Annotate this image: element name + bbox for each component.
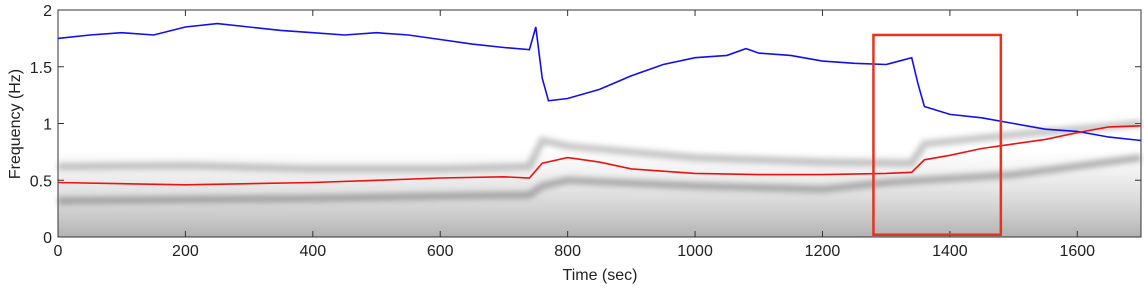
x-tick-label: 800 bbox=[554, 243, 581, 260]
x-tick-label: 1600 bbox=[1059, 243, 1095, 260]
x-tick-label: 1000 bbox=[677, 243, 713, 260]
x-tick-label: 600 bbox=[427, 243, 454, 260]
y-tick-label: 1 bbox=[43, 117, 52, 134]
y-tick-label: 2 bbox=[43, 3, 52, 20]
spectral-ridge bbox=[57, 154, 1142, 205]
frequency-line bbox=[57, 125, 1142, 186]
x-tick-label: 0 bbox=[54, 243, 63, 260]
y-tick-label: 0.5 bbox=[30, 173, 52, 190]
frequency-line bbox=[57, 22, 1142, 142]
x-tick-label: 400 bbox=[299, 243, 326, 260]
y-tick-label: 0 bbox=[43, 230, 52, 247]
x-tick-label: 1200 bbox=[805, 243, 841, 260]
x-tick-label: 200 bbox=[172, 243, 199, 260]
highlight-box bbox=[872, 33, 1003, 236]
x-axis-label: Time (sec) bbox=[563, 267, 638, 284]
y-tick-label: 1.5 bbox=[30, 60, 52, 77]
spectral-ridge bbox=[57, 120, 1142, 173]
y-axis-label: Frequency (Hz) bbox=[7, 69, 24, 179]
x-tick-label: 1400 bbox=[932, 243, 968, 260]
